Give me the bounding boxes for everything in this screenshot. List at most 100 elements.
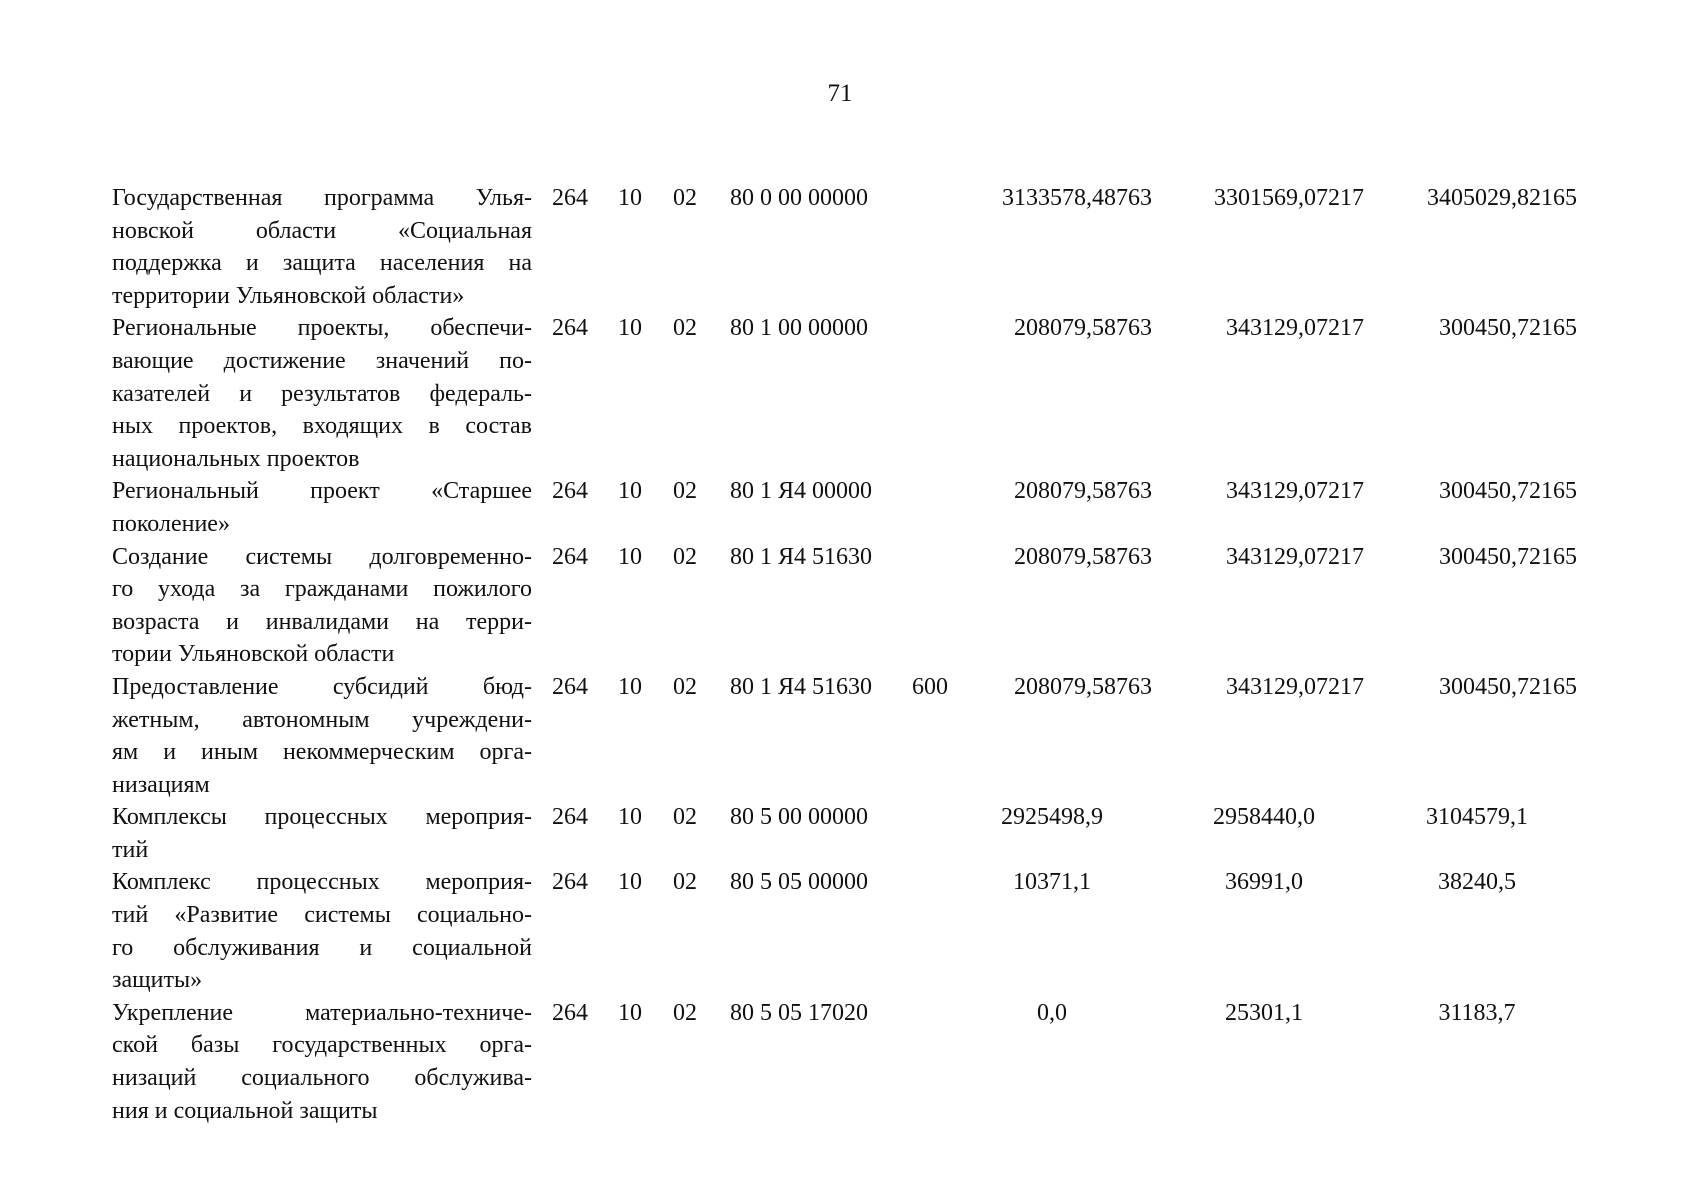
section-code: 10 — [618, 315, 642, 342]
section-code: 10 — [618, 673, 642, 700]
amount-year-2: 343129,07217 — [1226, 478, 1364, 505]
description-line: новской области «Социальная — [112, 217, 532, 244]
description-line: Комплекс процессных мероприя- — [112, 869, 532, 896]
description-line: го ухода за гражданами пожилого — [112, 576, 532, 603]
gr-code: 264 — [552, 315, 588, 342]
description-line: Региональные проекты, обеспечи- — [112, 315, 532, 342]
description-line: территории Ульяновской области» — [112, 282, 465, 309]
description-line: вающие достижение значений по- — [112, 347, 532, 374]
target-article-code: 80 0 00 00000 — [730, 185, 868, 211]
subsection-code: 02 — [673, 185, 697, 211]
gr-code: 264 — [552, 804, 588, 831]
description-line: ской базы государственных орга- — [112, 1032, 532, 1059]
description-line: Региональный проект «Старшее — [112, 478, 532, 505]
description-line: Государственная программа Улья- — [112, 185, 532, 211]
description-line: тории Ульяновской области — [112, 641, 395, 668]
amount-year-3: 31183,7 — [1438, 999, 1516, 1026]
description-line: ния и социальной защиты — [112, 1097, 378, 1124]
description-line: защиты» — [112, 967, 203, 994]
subsection-code: 02 — [673, 478, 697, 505]
amount-year-2: 343129,07217 — [1226, 315, 1364, 342]
amount-year-2: 343129,07217 — [1226, 543, 1364, 570]
amount-year-1: 2925498,9 — [1001, 804, 1103, 831]
row-description: Региональный проект «Старшее поколение» — [112, 475, 532, 540]
description-line: Предоставление субсидий бюд- — [112, 673, 532, 700]
gr-code: 264 — [552, 673, 588, 700]
description-line: го обслуживания и социальной — [112, 934, 532, 961]
target-article-code: 80 1 Я4 00000 — [730, 478, 873, 505]
description-line: Комплексы процессных мероприя- — [112, 804, 532, 831]
gr-code: 264 — [552, 478, 588, 505]
row-description: Государственная программа Улья-новской о… — [112, 182, 532, 312]
target-article-code: 80 5 05 00000 — [730, 869, 868, 896]
amount-year-3: 300450,72165 — [1439, 478, 1577, 505]
description-line: поддержка и защита населения на — [112, 250, 532, 277]
amount-year-1: 208079,58763 — [1014, 543, 1152, 570]
gr-code: 264 — [552, 543, 588, 570]
subsection-code: 02 — [673, 804, 697, 831]
subsection-code: 02 — [673, 315, 697, 342]
description-line: казателей и результатов федераль- — [112, 380, 532, 407]
description-line: тий — [112, 836, 149, 863]
target-article-code: 80 1 00 00000 — [730, 315, 868, 342]
row-description: Региональные проекты, обеспечи-вающие до… — [112, 312, 532, 475]
amount-year-1: 208079,58763 — [1014, 673, 1152, 700]
description-line: ям и иным некоммерческим орга- — [112, 739, 532, 766]
target-article-code: 80 5 05 17020 — [730, 999, 868, 1026]
amount-year-2: 2958440,0 — [1213, 804, 1315, 831]
section-code: 10 — [618, 478, 642, 505]
amount-year-1: 0,0 — [1037, 999, 1067, 1026]
amount-year-1: 3133578,48763 — [1002, 185, 1152, 211]
subsection-code: 02 — [673, 869, 697, 896]
amount-year-3: 300450,72165 — [1439, 673, 1577, 700]
section-code: 10 — [618, 804, 642, 831]
amount-year-3: 3405029,82165 — [1427, 185, 1577, 211]
amount-year-1: 10371,1 — [1013, 869, 1091, 896]
expense-type-code: 600 — [912, 673, 948, 700]
row-description: Предоставление субсидий бюд-жетным, авто… — [112, 671, 532, 801]
subsection-code: 02 — [673, 543, 697, 570]
table-row: Предоставление субсидий бюд-жетным, авто… — [112, 671, 1577, 801]
description-line: Укрепление материально-техниче- — [112, 999, 532, 1026]
subsection-code: 02 — [673, 999, 697, 1026]
row-description: Комплекс процессных мероприя-тий «Развит… — [112, 866, 532, 996]
table-row: Государственная программа Улья-новской о… — [112, 182, 1577, 312]
description-line: низациям — [112, 771, 210, 798]
description-line: возраста и инвалидами на терри- — [112, 608, 532, 635]
amount-year-2: 36991,0 — [1225, 869, 1303, 896]
description-line: поколение» — [112, 510, 230, 537]
section-code: 10 — [618, 543, 642, 570]
row-description: Комплексы процессных мероприя-тий — [112, 801, 532, 866]
amount-year-2: 3301569,07217 — [1214, 185, 1364, 211]
budget-table: Государственная программа Улья-новской о… — [112, 182, 1577, 1127]
section-code: 10 — [618, 185, 642, 211]
description-line: ных проектов, входящих в состав — [112, 413, 532, 440]
amount-year-3: 300450,72165 — [1439, 315, 1577, 342]
table-row: Укрепление материально-техниче-ской базы… — [112, 997, 1516, 1127]
target-article-code: 80 1 Я4 51630 — [730, 673, 873, 700]
amount-year-2: 25301,1 — [1225, 999, 1303, 1026]
description-line: жетным, автономным учреждени- — [112, 706, 532, 733]
description-line: Создание системы долговременно- — [112, 543, 532, 570]
target-article-code: 80 1 Я4 51630 — [730, 543, 873, 570]
gr-code: 264 — [552, 999, 588, 1026]
description-line: национальных проектов — [112, 445, 360, 472]
amount-year-3: 3104579,1 — [1426, 804, 1528, 831]
table-row: Региональные проекты, обеспечи-вающие до… — [112, 312, 1577, 475]
row-description: Создание системы долговременно-го ухода … — [112, 541, 532, 671]
description-line: низаций социального обслужива- — [112, 1065, 532, 1092]
section-code: 10 — [618, 869, 642, 896]
table-row: Региональный проект «Старшее поколение» 26… — [112, 475, 1577, 540]
gr-code: 264 — [552, 869, 588, 896]
amount-year-1: 208079,58763 — [1014, 478, 1152, 505]
table-row: Создание системы долговременно-го ухода … — [112, 541, 1577, 671]
description-line: тий «Развитие системы социально- — [112, 902, 532, 929]
subsection-code: 02 — [673, 673, 697, 700]
table-row: Комплексы процессных мероприя-тий 264 10 02… — [112, 801, 1528, 866]
target-article-code: 80 5 00 00000 — [730, 804, 868, 831]
table-row: Комплекс процессных мероприя-тий «Развит… — [112, 866, 1516, 996]
amount-year-3: 300450,72165 — [1439, 543, 1577, 570]
amount-year-2: 343129,07217 — [1226, 673, 1364, 700]
amount-year-1: 208079,58763 — [1014, 315, 1152, 342]
page-number: 71 — [827, 80, 853, 107]
